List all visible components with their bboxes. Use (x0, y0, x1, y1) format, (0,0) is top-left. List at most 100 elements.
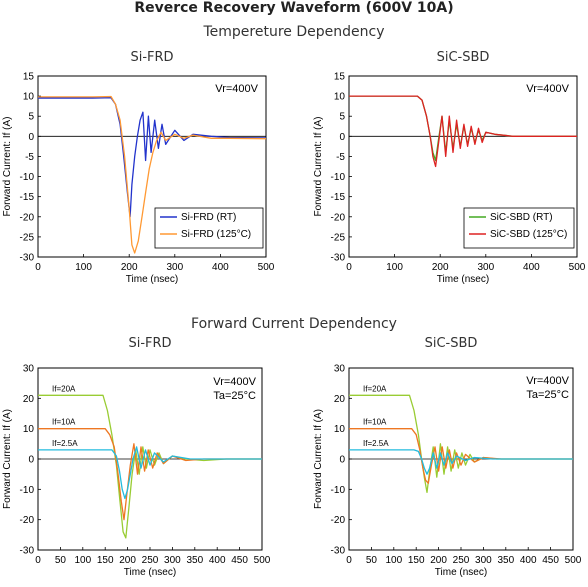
chart-2-series-2-line (349, 95, 577, 168)
chart-4-x-tick-label: 250 (453, 555, 470, 566)
chart-3-x-tick-label: 400 (209, 555, 226, 566)
chart-4-level-label-3: If=2.5A (363, 439, 389, 448)
chart-3-y-tick-label: -20 (20, 515, 35, 526)
chart-4-y-tick-label: 20 (334, 394, 346, 405)
chart-4-x-tick-label: 0 (346, 555, 352, 566)
chart-2-y-tick-label: 5 (339, 112, 345, 123)
chart-4-level-label-1: If=20A (363, 384, 387, 393)
chart-1-legend (154, 207, 264, 249)
chart-3-title: Si-FRD (128, 336, 172, 351)
chart-1-y-tick-label: 15 (23, 72, 35, 83)
chart-2-x-axis-label: Time (nsec) (437, 274, 489, 285)
chart-1-y-tick-label: 5 (28, 112, 34, 123)
chart-3-annotation-vr: Vr=400V (213, 376, 256, 388)
chart-3-level-label-3: If=2.5A (52, 439, 78, 448)
chart-4-x-tick-label: 50 (366, 555, 378, 566)
chart-4-series-2-line (349, 428, 573, 484)
chart-1-x-tick-label: 100 (75, 262, 92, 273)
chart-2-legend-label-2: SiC-SBD (125°C) (490, 229, 567, 240)
chart-3-x-tick-label: 500 (254, 555, 271, 566)
chart-3-x-tick-label: 450 (231, 555, 248, 566)
chart-3-annotation-ta: Ta=25°C (213, 390, 256, 402)
chart-3-y-axis-label: Forward Current: If (A) (2, 409, 13, 509)
chart-4-y-tick-label: 10 (334, 424, 346, 435)
chart-2-x-tick-label: 500 (569, 262, 586, 273)
chart-2-x-tick-label: 0 (346, 262, 352, 273)
chart-4-series-3-line (349, 449, 573, 475)
chart-2-y-tick-label: -20 (331, 212, 346, 223)
chart-1-x-tick-label: 500 (258, 262, 275, 273)
chart-3-level-label-2: If=10A (52, 418, 76, 427)
chart-1-y-tick-label: -5 (25, 152, 34, 163)
chart-2-y-axis-label: Forward Current: If (A) (313, 116, 324, 216)
chart-1-y-tick-label: 10 (23, 92, 35, 103)
chart-3-x-tick-label: 100 (74, 555, 91, 566)
chart-1-y-tick-label: -15 (20, 192, 35, 203)
chart-3-y-tick-label: -30 (20, 546, 35, 557)
chart-3-x-tick-label: 50 (55, 555, 67, 566)
chart-3-x-tick-label: 150 (97, 555, 114, 566)
chart-4-x-tick-label: 300 (475, 555, 492, 566)
chart-4-y-tick-label: -10 (331, 485, 346, 496)
chart-4-x-axis-label: Time (nsec) (435, 567, 487, 578)
chart-2-y-tick-label: 0 (339, 132, 345, 143)
chart-1-annotation-vr: Vr=400V (215, 83, 258, 95)
chart-4-x-tick-label: 450 (542, 555, 559, 566)
chart-3-level-label-1: If=20A (52, 384, 76, 393)
section-title-temperature: Tempereture Dependency (203, 24, 385, 40)
chart-1-y-tick-label: -20 (20, 212, 35, 223)
chart-1-y-tick-label: 0 (28, 132, 34, 143)
chart-4-x-tick-label: 400 (520, 555, 537, 566)
chart-2-y-tick-label: -10 (331, 172, 346, 183)
chart-2-x-tick-label: 400 (523, 262, 540, 273)
chart-4-y-tick-label: -30 (331, 546, 346, 557)
chart-2-x-tick-label: 300 (477, 262, 494, 273)
chart-1-x-tick-label: 200 (121, 262, 138, 273)
section-title-forward-current: Forward Current Dependency (191, 316, 397, 332)
chart-3-y-tick-label: -10 (20, 485, 35, 496)
chart-4-y-tick-label: -20 (331, 515, 346, 526)
chart-4-y-tick-label: 0 (339, 455, 345, 466)
chart-4-x-tick-label: 200 (430, 555, 447, 566)
chart-1-x-axis-label: Time (nsec) (126, 274, 178, 285)
chart-1-y-tick-label: -10 (20, 172, 35, 183)
chart-4-annotation-vr: Vr=400V (526, 375, 569, 387)
chart-2-y-tick-label: -5 (336, 152, 345, 163)
chart-1-y-tick-label: -25 (20, 232, 35, 243)
chart-3-x-tick-label: 250 (142, 555, 159, 566)
chart-4-y-axis-label: Forward Current: If (A) (313, 409, 324, 509)
chart-4-x-tick-label: 100 (385, 555, 402, 566)
chart-1-x-tick-label: 0 (35, 262, 41, 273)
chart-3-x-tick-label: 200 (119, 555, 136, 566)
chart-3-y-tick-label: 10 (23, 424, 35, 435)
chart-1-title: Si-FRD (130, 50, 174, 65)
chart-3-x-axis-label: Time (nsec) (124, 567, 176, 578)
chart-4-title: SiC-SBD (424, 336, 478, 351)
chart-4-x-tick-label: 350 (497, 555, 514, 566)
chart-4-x-tick-label: 500 (565, 555, 582, 566)
chart-1-y-axis-label: Forward Current: If (A) (2, 116, 13, 216)
chart-4-y-tick-label: 30 (334, 364, 346, 375)
chart-1-legend-label-1: Si-FRD (RT) (181, 212, 236, 223)
page-title: Reverce Recovery Waveform (600V 10A) (134, 0, 454, 16)
chart-2-legend (463, 207, 575, 249)
chart-3-y-tick-label: 30 (23, 364, 35, 375)
chart-2-y-tick-label: -30 (331, 253, 346, 264)
chart-1-legend-label-2: Si-FRD (125°C) (181, 229, 251, 240)
chart-4-annotation-ta: Ta=25°C (526, 389, 569, 401)
chart-3-y-tick-label: 20 (23, 394, 35, 405)
chart-2-y-tick-label: -15 (331, 192, 346, 203)
chart-2-x-tick-label: 200 (432, 262, 449, 273)
chart-1-series-2-line (38, 95, 267, 254)
chart-4-x-tick-label: 150 (408, 555, 425, 566)
chart-3-x-tick-label: 350 (186, 555, 203, 566)
chart-2-annotation-vr: Vr=400V (526, 83, 569, 95)
chart-4-level-label-2: If=10A (363, 418, 387, 427)
chart-2-y-tick-label: 15 (334, 72, 346, 83)
chart-3-y-tick-label: 0 (28, 455, 34, 466)
chart-3-x-tick-label: 0 (35, 555, 41, 566)
chart-2-title: SiC-SBD (436, 50, 490, 65)
chart-2-x-tick-label: 100 (386, 262, 403, 273)
chart-2-y-tick-label: 10 (334, 92, 346, 103)
